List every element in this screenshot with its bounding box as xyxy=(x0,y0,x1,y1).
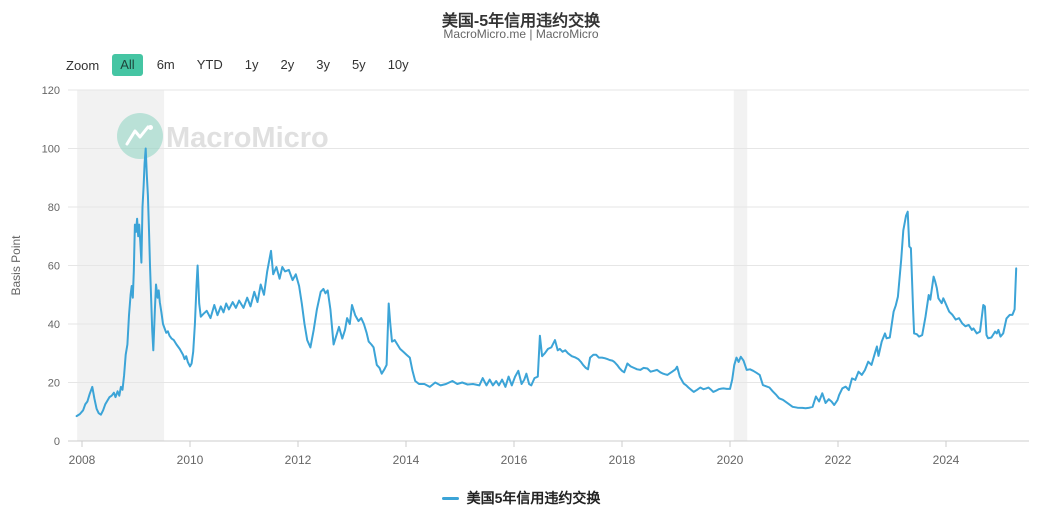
x-tick-label: 2010 xyxy=(177,453,204,467)
watermark-zigzag-icon xyxy=(125,125,150,146)
range-button-all[interactable]: All xyxy=(112,54,143,77)
range-button-3y[interactable]: 3y xyxy=(308,54,338,76)
range-button-10y[interactable]: 10y xyxy=(380,54,417,76)
y-tick-label: 100 xyxy=(42,144,60,156)
x-tick-label: 2022 xyxy=(825,453,852,467)
watermark-dot-icon xyxy=(148,125,153,130)
x-tick-label: 2016 xyxy=(501,453,528,467)
x-tick-label: 2024 xyxy=(933,453,960,467)
legend-label: 美国5年信用违约交换 xyxy=(466,490,601,506)
page-title: 美国-5年信用违约交换 xyxy=(441,13,601,30)
x-tick-label: 2018 xyxy=(609,453,636,467)
chart-subtitle: MacroMicro.me | MacroMicro xyxy=(443,27,599,41)
y-tick-label: 60 xyxy=(48,261,60,273)
y-tick-label: 40 xyxy=(48,319,60,331)
range-button-ytd[interactable]: YTD xyxy=(189,54,231,76)
range-selector: Zoom All 6m YTD 1y 2y 3y 5y 10y xyxy=(66,54,420,77)
plot-area: 0 20 40 60 80 100 120 Basis Point 2008 2010 2012 20… xyxy=(0,85,1042,477)
legend-line-icon xyxy=(441,496,459,500)
range-button-2y[interactable]: 2y xyxy=(272,54,302,76)
legend-item[interactable]: 美国5年信用违约交换 xyxy=(441,488,601,508)
range-button-5y[interactable]: 5y xyxy=(344,54,374,76)
watermark-text: MacroMicro xyxy=(166,122,329,154)
x-tick-label: 2020 xyxy=(717,453,744,467)
x-tick-label: 2012 xyxy=(285,453,312,467)
y-tick-label: 0 xyxy=(54,436,60,448)
legend: 美国5年信用违约交换 xyxy=(0,488,1042,508)
cds-series-line[interactable] xyxy=(75,147,1018,418)
y-tick-label: 20 xyxy=(48,378,60,390)
range-button-1y[interactable]: 1y xyxy=(237,54,267,76)
cds-line-chart[interactable]: 0 20 40 60 80 100 120 Basis Point 2008 2010 2012 20… xyxy=(0,85,1042,477)
y-tick-label: 80 xyxy=(48,202,60,214)
range-button-6m[interactable]: 6m xyxy=(149,54,183,76)
y-tick-label: 120 xyxy=(42,85,60,97)
x-tick-label: 2008 xyxy=(69,453,96,467)
zoom-label: Zoom xyxy=(66,57,100,73)
x-tick-label: 2014 xyxy=(393,453,420,467)
y-axis-title: Basis Point xyxy=(9,235,23,296)
